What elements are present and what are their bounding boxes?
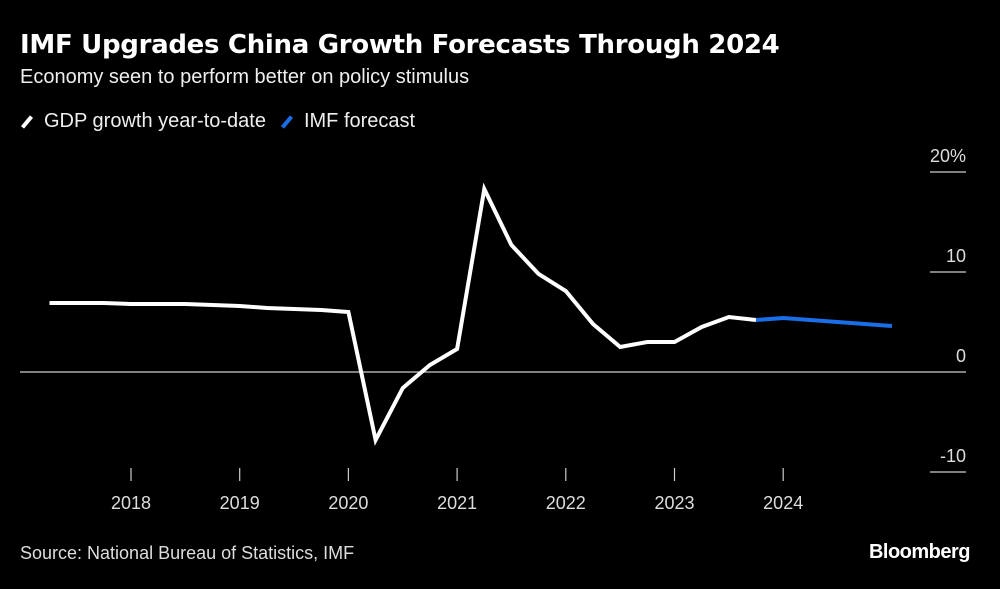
legend-item-gdp: GDP growth year-to-date xyxy=(20,110,266,133)
source-note: Source: National Bureau of Statistics, I… xyxy=(20,543,355,563)
chart-subtitle: Economy seen to perform better on policy… xyxy=(20,66,470,88)
x-tick-label: 2020 xyxy=(328,493,368,513)
x-tick-label: 2019 xyxy=(220,493,260,513)
x-tick-label: 2023 xyxy=(654,493,694,513)
legend: GDP growth year-to-date IMF forecast xyxy=(20,110,415,133)
x-tick-label: 2024 xyxy=(763,493,803,513)
x-tick-label: 2022 xyxy=(546,493,586,513)
y-tick-label: -10 xyxy=(940,446,966,466)
legend-item-imf: IMF forecast xyxy=(280,110,415,133)
chart-title: IMF Upgrades China Growth Forecasts Thro… xyxy=(20,30,780,60)
legend-label-imf: IMF forecast xyxy=(303,110,416,132)
imf-forecast-line xyxy=(755,315,893,328)
y-tick-label: 20% xyxy=(930,146,966,166)
x-tick-label: 2021 xyxy=(437,493,477,513)
bloomberg-logo: Bloomberg xyxy=(868,541,971,563)
legend-label-gdp: GDP growth year-to-date xyxy=(44,110,266,132)
y-tick-label: 10 xyxy=(946,246,966,266)
y-tick-label: 0 xyxy=(956,346,966,366)
gdp-growth-line xyxy=(49,182,757,446)
x-tick-label: 2018 xyxy=(111,493,151,513)
